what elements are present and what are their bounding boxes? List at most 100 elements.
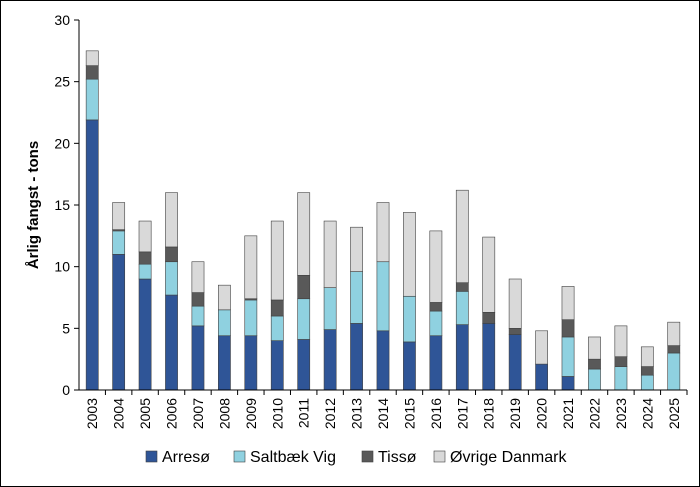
legend-swatch	[433, 450, 446, 463]
bar-segment	[191, 292, 205, 307]
bar-segment	[588, 358, 601, 370]
bar-segment	[112, 202, 126, 230]
bar-segment	[85, 119, 99, 391]
bar-segment	[138, 263, 152, 280]
x-tick-label: 2009	[243, 398, 259, 429]
x-tick-label: 2017	[454, 398, 470, 429]
bar-segment	[323, 329, 337, 391]
x-tick-label: 2016	[428, 398, 444, 429]
bar-segment	[244, 235, 258, 300]
y-axis: 0 5 10 15 20 25 30	[54, 12, 80, 398]
bar-segment	[561, 376, 575, 391]
legend-swatch	[361, 450, 374, 463]
bar-segment	[270, 340, 284, 391]
bar-segment	[297, 298, 311, 340]
bar-segment	[429, 335, 443, 391]
bar-segment	[165, 246, 178, 263]
bar-segment	[403, 341, 416, 391]
x-tick-label: 2022	[586, 398, 602, 429]
x-tick-label: 2018	[481, 398, 497, 429]
bar-segment	[165, 192, 178, 248]
bar-segment	[455, 291, 469, 325]
y-tick-label: 10	[54, 259, 70, 275]
bar-segment	[376, 261, 390, 332]
y-tick-label: 30	[54, 12, 70, 28]
x-axis: 2003 2004 2005 2006 2007 2008 2009 2010 2011 2012…	[79, 389, 688, 429]
bar-segment	[297, 192, 311, 276]
x-tick-label: 2011	[296, 398, 312, 428]
y-tick-label: 25	[54, 74, 70, 90]
bars-group	[85, 50, 681, 391]
bar-segment	[138, 220, 152, 253]
bar-segment	[350, 271, 363, 324]
legend-label: Saltbæk Vig	[250, 449, 336, 466]
bar-segment	[191, 325, 205, 391]
x-tick-label: 2025	[666, 398, 682, 429]
bar-segment	[455, 282, 469, 292]
bar-segment	[138, 278, 152, 391]
bar-segment	[429, 310, 443, 337]
bar-segment	[588, 336, 601, 360]
bar-segment	[429, 230, 443, 303]
bar-segment	[508, 328, 522, 335]
legend-label: Tissø	[378, 449, 417, 466]
bar-segment	[323, 220, 337, 288]
x-tick-label: 2003	[84, 398, 100, 429]
x-tick-label: 2013	[349, 398, 365, 429]
bar-segment	[614, 366, 628, 391]
bar-segment	[535, 330, 548, 365]
y-tick-label: 20	[54, 135, 70, 151]
x-tick-label: 2023	[613, 398, 629, 429]
bar-segment	[270, 315, 284, 341]
legend-swatch	[145, 450, 158, 463]
bar-segment	[85, 78, 99, 121]
x-tick-label: 2019	[507, 398, 523, 429]
x-tick-label: 2015	[401, 398, 417, 429]
x-tick-label: 2010	[269, 398, 285, 429]
bar-segment	[297, 274, 311, 300]
x-tick-label: 2021	[560, 398, 576, 429]
bar-segment	[640, 366, 654, 376]
bar-segment	[482, 323, 496, 391]
y-tick-label: 0	[62, 382, 70, 398]
bar-segment	[112, 230, 126, 255]
bar-segment	[561, 286, 575, 320]
bar-segment	[191, 305, 205, 327]
bar-segment	[165, 294, 178, 391]
y-axis-label: Årlig fangst - tons	[25, 141, 42, 269]
bar-segment	[270, 220, 284, 301]
bar-segment	[640, 374, 654, 391]
bar-segment	[614, 356, 628, 367]
bar-segment	[323, 287, 337, 330]
bar-segment	[455, 189, 469, 283]
bar-segment	[191, 261, 205, 293]
bar-segment	[561, 319, 575, 338]
legend: Arresø Saltbæk Vig Tissø Øvrige Danmark	[145, 449, 567, 466]
legend-label: Øvrige Danmark	[450, 449, 567, 466]
bar-segment	[561, 336, 575, 377]
bar-segment	[85, 50, 99, 66]
bar-segment	[270, 299, 284, 317]
bar-segment	[667, 321, 681, 346]
bar-segment	[138, 251, 152, 265]
bar-segment	[376, 330, 390, 391]
legend-label: Arresø	[162, 449, 210, 466]
bar-segment	[455, 324, 469, 391]
bar-segment	[640, 346, 654, 367]
x-tick-label: 2012	[322, 398, 338, 429]
bar-segment	[508, 334, 522, 391]
legend-swatch	[233, 450, 246, 463]
bar-segment	[165, 261, 178, 296]
bar-segment	[667, 352, 681, 391]
bar-segment	[218, 284, 231, 311]
bar-segment	[403, 295, 416, 343]
bar-segment	[297, 339, 311, 391]
bar-segment	[218, 309, 231, 337]
bar-segment	[535, 363, 548, 391]
bar-segment	[614, 325, 628, 358]
y-tick-label: 5	[62, 320, 70, 336]
bar-segment	[508, 278, 522, 329]
x-tick-label: 2005	[137, 398, 153, 429]
